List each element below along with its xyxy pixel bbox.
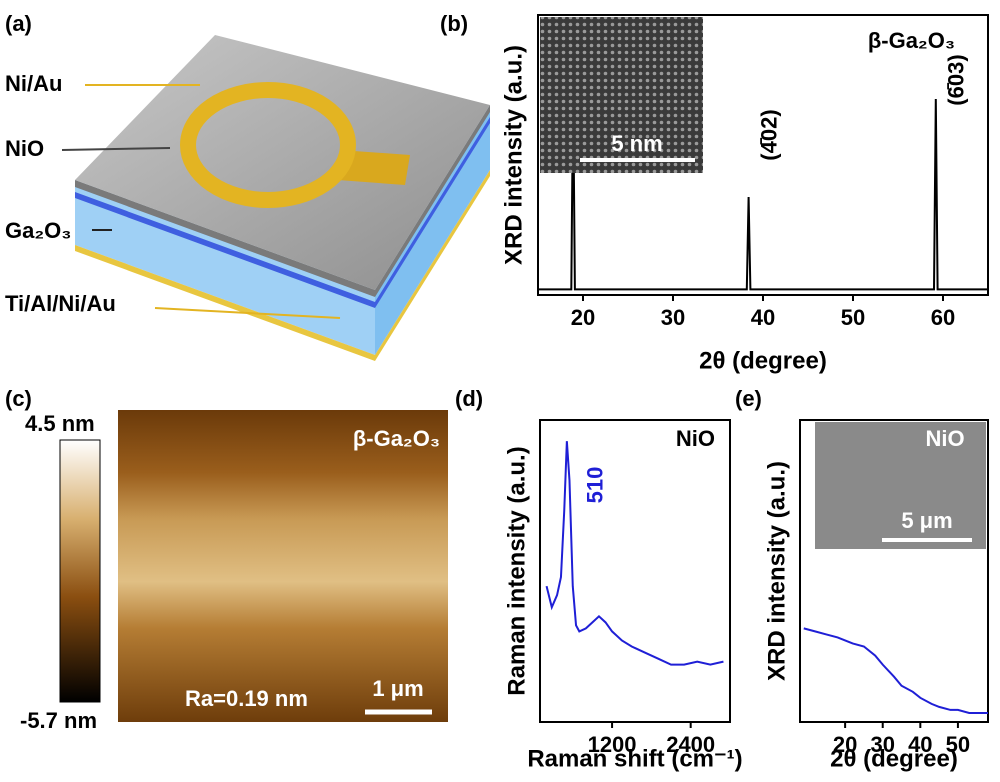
layer-label: Ga₂O₃ [5,218,71,243]
x-axis-label: 2θ (degree) [830,745,958,772]
x-tick-label: 2400 [666,732,715,757]
leader [61,147,171,151]
plot-frame [799,419,989,723]
scale-bar-label: 1 μm [372,676,423,701]
x-tick-label: 50 [946,732,970,757]
x-tick-label: 30 [870,732,894,757]
x-axis-label: Raman shift (cm⁻¹) [527,745,742,772]
panel-label: (b) [440,11,468,36]
scale-bar-label: 5 nm [611,131,662,156]
tem-inset [540,17,703,173]
afm-material: β-Ga₂O₃ [353,426,440,451]
afm: (c) 4.5 nm -5.7 nm β-Ga₂O₃ Ra=0.19 nm 1 … [5,386,448,733]
afm-roughness: Ra=0.19 nm [185,686,308,711]
panel-label: (e) [735,386,762,411]
y-axis-label: XRD intensity (a.u.) [500,45,527,265]
x-tick-label: 30 [661,305,685,330]
scale-bar-label: 5 μm [901,508,952,533]
plot-frame [539,419,731,723]
x-tick-label: 40 [908,732,932,757]
panel-label: (d) [455,386,483,411]
top-face [75,35,490,290]
x-tick-label: 60 [931,305,955,330]
annotation: β-Ga₂O₃ [868,28,955,53]
colorbar [59,439,101,703]
x-tick-label: 20 [571,305,595,330]
layer-label: NiO [5,136,44,161]
layer-label: Ni/Au [5,71,62,96]
x-tick-label: 1200 [588,732,637,757]
peak-label: (4̄02) [756,109,781,160]
layer-label: Ti/Al/Ni/Au [5,291,116,316]
colorbar-label: -5.7 nm [20,708,97,733]
x-tick-label: 50 [841,305,865,330]
nio-side [75,105,490,297]
ring-electrode [180,82,356,208]
peak-label: 510 [583,467,608,504]
contact-pad [338,150,410,185]
peak-label: (6̄03) [944,54,969,105]
y-axis-label: Raman intensity (a.u.) [503,446,530,695]
x-axis-label: 2θ (degree) [699,347,827,374]
y-axis-label: XRD intensity (a.u.) [763,461,790,681]
annotation: NiO [676,426,715,451]
leader [154,307,341,319]
panel-label: (c) [5,386,32,411]
colorbar-label: 4.5 nm [25,411,95,436]
x-tick-label: 20 [833,732,857,757]
data-line [803,627,988,714]
inset-label: NiO [925,426,964,451]
back-contact [75,170,490,361]
device: (a) Ni/Au NiO Ga₂O₃ Ti/Al/Ni/Au [5,11,490,361]
data-line [545,441,724,666]
sem-inset [815,422,986,549]
panel-label: (a) [5,11,32,36]
interface [75,117,490,308]
afm-image [118,410,448,722]
x-tick-label: 40 [751,305,775,330]
